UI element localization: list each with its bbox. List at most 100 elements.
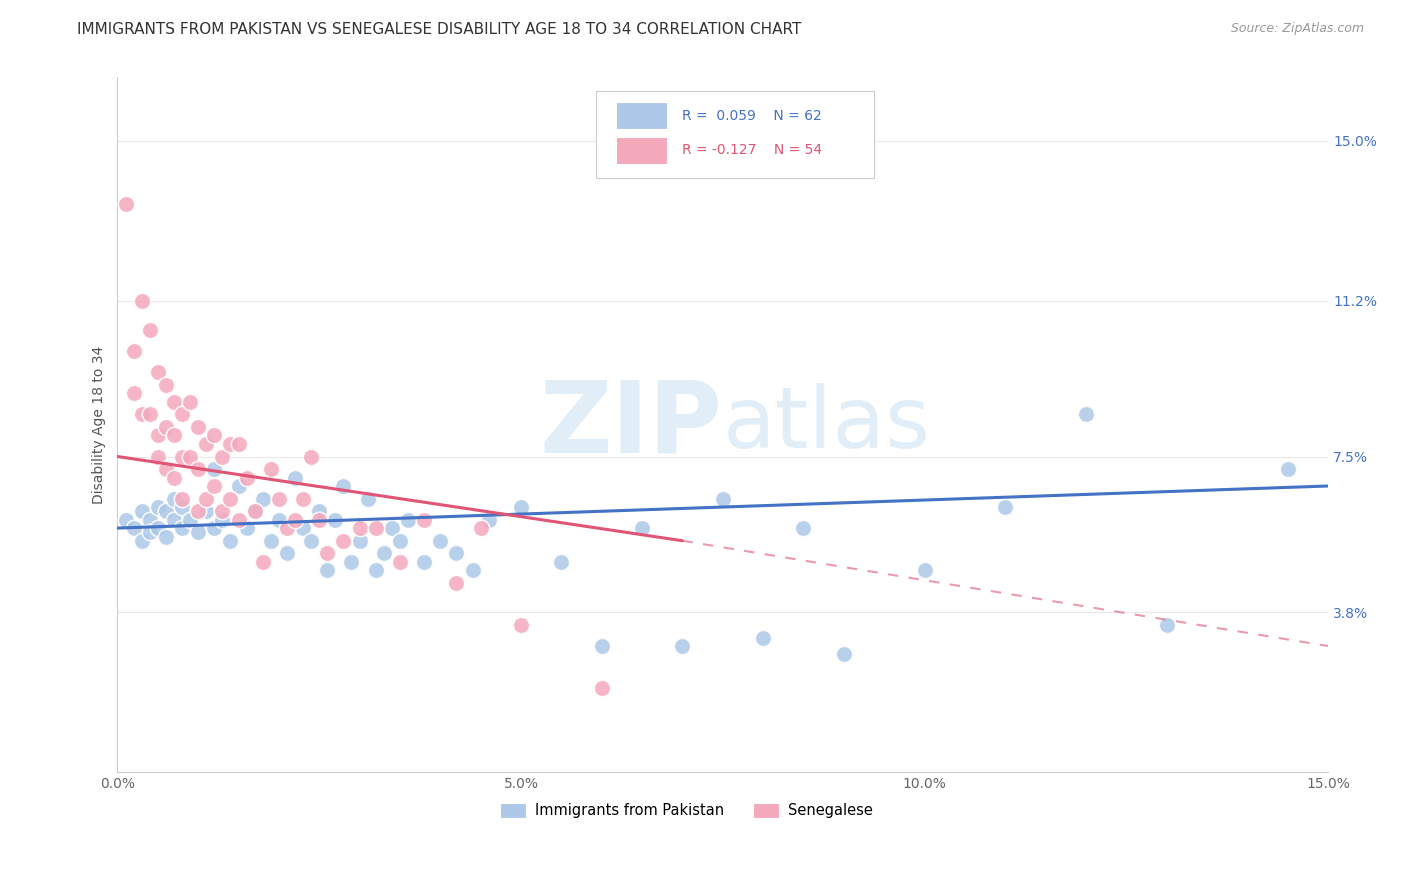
Point (1156, 618, 1178, 632)
Point (195, 491, 218, 506)
Text: IMMIGRANTS FROM PAKISTAN VS SENEGALESE DISABILITY AGE 18 TO 34 CORRELATION CHART: IMMIGRANTS FROM PAKISTAN VS SENEGALESE D… (77, 22, 801, 37)
Point (446, 546, 468, 560)
Point (388, 555, 411, 569)
Point (235, 470, 257, 484)
Point (413, 513, 436, 527)
Point (243, 504, 266, 518)
Point (1277, 462, 1299, 476)
Point (163, 428, 186, 442)
Point (146, 365, 169, 379)
Point (179, 513, 201, 527)
Point (122, 344, 145, 359)
Point (631, 521, 654, 535)
Point (195, 437, 218, 451)
Point (146, 428, 169, 442)
Point (131, 408, 153, 422)
Point (187, 504, 209, 518)
Point (364, 521, 387, 535)
Point (170, 491, 193, 506)
Point (146, 450, 169, 464)
Point (202, 462, 225, 476)
Point (316, 546, 339, 560)
Point (711, 491, 734, 506)
Point (170, 521, 193, 535)
Point (155, 378, 177, 392)
Point (146, 521, 169, 535)
Bar (616, 103, 666, 128)
Point (252, 555, 274, 569)
Point (364, 563, 387, 577)
Point (478, 513, 501, 527)
Point (446, 575, 468, 590)
Point (219, 533, 242, 548)
Point (299, 450, 322, 464)
Point (131, 504, 153, 518)
Point (267, 513, 290, 527)
Point (202, 479, 225, 493)
Point (163, 394, 186, 409)
Point (832, 648, 855, 662)
Point (591, 681, 613, 695)
Point (155, 420, 177, 434)
Point (413, 555, 436, 569)
Y-axis label: Disability Age 18 to 34: Disability Age 18 to 34 (93, 346, 107, 504)
Point (170, 500, 193, 514)
Point (179, 394, 201, 409)
Text: ZIP: ZIP (540, 376, 723, 474)
Point (510, 618, 533, 632)
Point (228, 479, 250, 493)
Point (356, 491, 378, 506)
Point (211, 504, 233, 518)
Point (211, 450, 233, 464)
Point (308, 504, 330, 518)
Point (388, 533, 411, 548)
Point (122, 386, 145, 401)
Text: atlas: atlas (723, 384, 931, 467)
Point (219, 491, 242, 506)
Point (316, 563, 339, 577)
Text: Source: ZipAtlas.com: Source: ZipAtlas.com (1230, 22, 1364, 36)
Point (470, 521, 492, 535)
Point (252, 491, 274, 506)
Point (202, 428, 225, 442)
Point (429, 533, 451, 548)
Point (276, 546, 298, 560)
Point (187, 462, 209, 476)
Point (349, 521, 371, 535)
Point (461, 563, 484, 577)
Point (591, 639, 613, 653)
Point (299, 533, 322, 548)
Point (276, 521, 298, 535)
Point (228, 437, 250, 451)
Point (260, 533, 283, 548)
Point (792, 521, 814, 535)
Point (325, 513, 347, 527)
Point (211, 513, 233, 527)
FancyBboxPatch shape (596, 91, 875, 178)
Point (284, 470, 307, 484)
Point (381, 521, 404, 535)
Point (114, 513, 136, 527)
Point (510, 500, 533, 514)
Point (170, 408, 193, 422)
Point (914, 563, 936, 577)
Point (155, 504, 177, 518)
Point (170, 450, 193, 464)
Point (267, 491, 290, 506)
Point (308, 513, 330, 527)
Point (235, 521, 257, 535)
Point (292, 491, 315, 506)
Point (373, 546, 395, 560)
Point (752, 631, 775, 645)
Point (260, 462, 283, 476)
Point (138, 408, 160, 422)
Point (131, 533, 153, 548)
Point (138, 323, 160, 337)
Point (179, 450, 201, 464)
Point (671, 639, 693, 653)
Point (122, 521, 145, 535)
Point (396, 513, 419, 527)
Point (163, 513, 186, 527)
Point (138, 525, 160, 540)
Point (163, 470, 186, 484)
